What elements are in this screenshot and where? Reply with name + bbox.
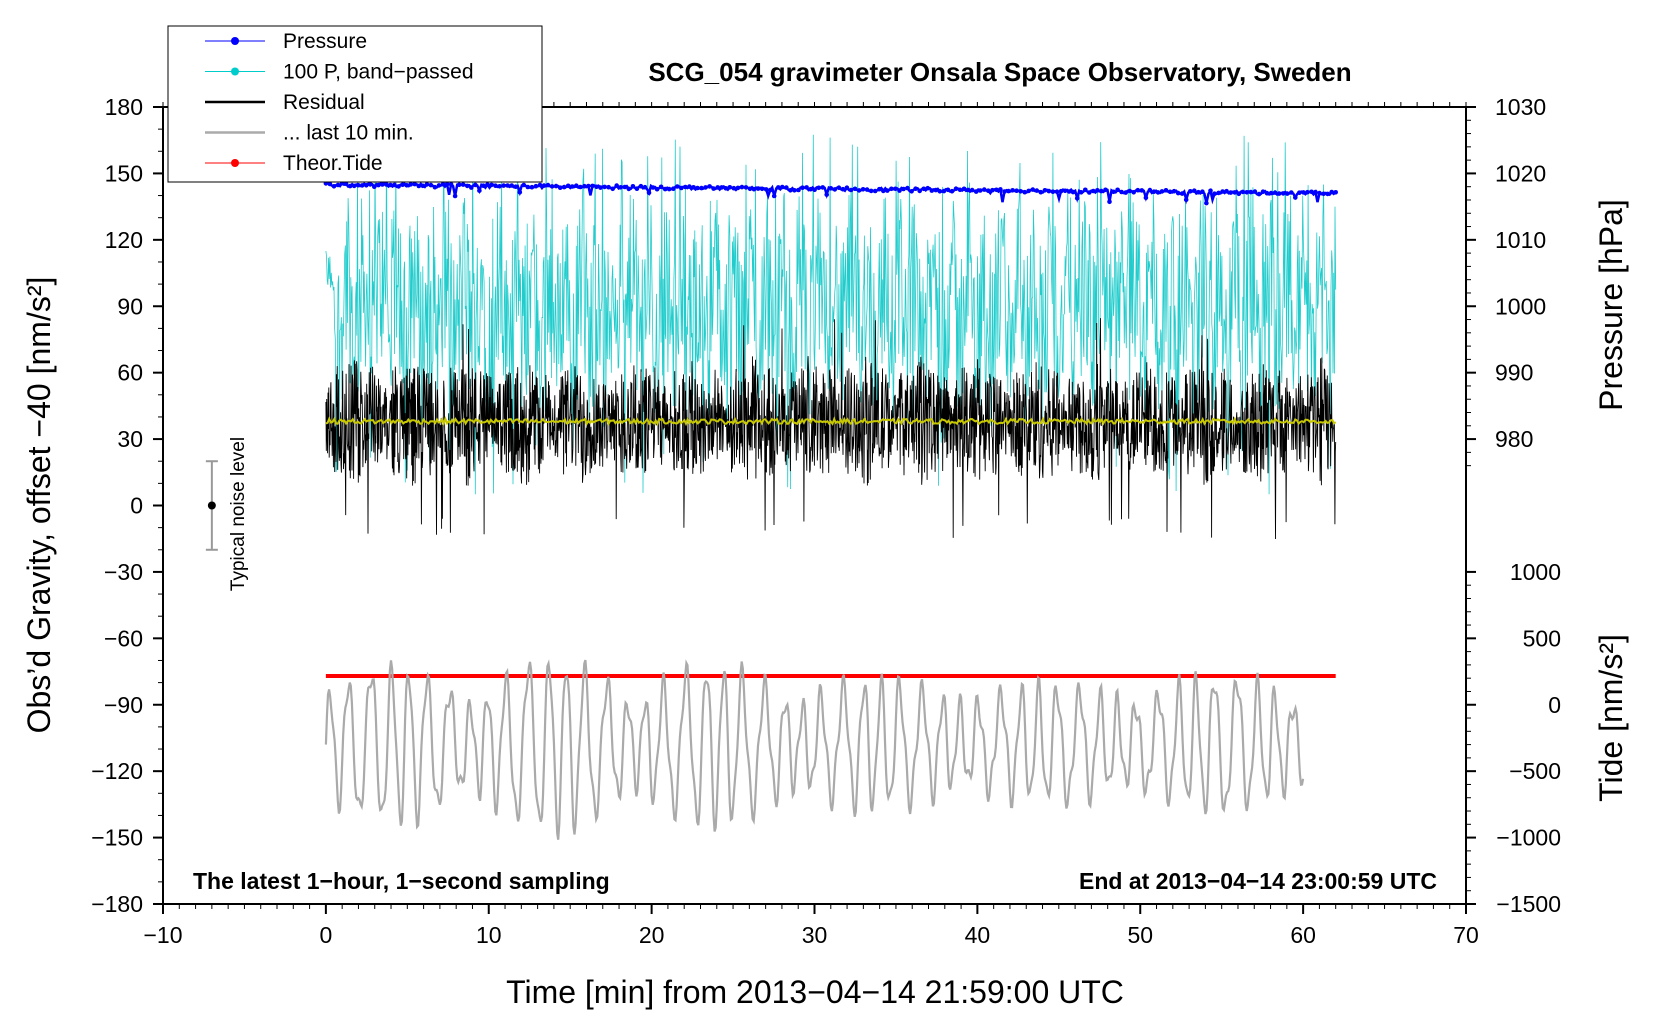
pressure-tick-label: 990 [1495,360,1533,386]
noise-bar-label: Typical noise level [228,437,249,591]
y-tick-label: 120 [105,227,143,253]
series-residual-line [325,318,1337,540]
noise-bar-center-point [207,501,216,510]
legend-marker [231,159,239,167]
chart-title: SCG_054 gravimeter Onsala Space Observat… [648,57,1351,87]
legend-label: Residual [283,91,365,114]
tide-tick-label: 500 [1523,625,1561,651]
x-tick-label: 50 [1127,922,1153,948]
y-axis-title-left: Obs’d Gravity, offset −40 [nm/s²] [21,277,57,734]
pressure-tick-label: 1030 [1495,94,1546,120]
series-residual-smoothed-line [325,416,1337,427]
x-tick-label: −10 [143,922,182,948]
legend: Pressure 100 P, band−passed Residual ... la… [167,25,543,183]
x-tick-label: 40 [965,922,991,948]
series-last-10-min-line [324,659,1305,840]
y-axis-title-pressure: Pressure [hPa] [1593,199,1629,411]
legend-label: Pressure [283,30,367,53]
pressure-tick-label: 1000 [1495,293,1546,319]
tide-tick-label: −1000 [1496,825,1561,851]
tide-tick-label: −500 [1509,758,1561,784]
x-tick-label: 70 [1453,922,1479,948]
x-tick-label: 20 [639,922,665,948]
x-tick-label: 0 [319,922,332,948]
tick-layer: −10 0 10 20 30 40 50 60 701801501209060300−30−60… [91,94,1561,948]
y-tick-label: 0 [130,493,143,519]
legend-label: 100 P, band−passed [283,61,474,84]
legend-box [167,25,543,183]
legend-marker [231,37,239,45]
annotation-end-time: End at 2013−04−14 23:00:59 UTC [1079,868,1437,894]
annotation-sampling: The latest 1−hour, 1−second sampling [193,868,610,894]
tide-tick-label: −1500 [1496,891,1561,917]
y-tick-label: 180 [105,94,143,120]
tide-tick-label: 1000 [1510,559,1561,585]
noise-bar: Typical noise level [205,437,249,591]
y-tick-label: 150 [105,160,143,186]
pressure-tick-label: 1020 [1495,160,1546,186]
x-tick-label: 30 [802,922,828,948]
y-tick-label: −60 [104,625,143,651]
y-tick-label: −90 [104,692,143,718]
x-tick-label: 60 [1290,922,1316,948]
legend-label: Theor.Tide [283,152,383,175]
pressure-tick-label: 1010 [1495,227,1546,253]
data-layer [323,134,1338,840]
y-tick-label: 60 [117,360,143,386]
legend-label: ... last 10 min. [283,122,414,145]
y-tick-label: −150 [91,825,143,851]
y-tick-label: 90 [117,293,143,319]
x-axis-title: Time [min] from 2013−04−14 21:59:00 UTC [506,974,1124,1010]
y-tick-label: −180 [91,891,143,917]
y-tick-label: −120 [91,758,143,784]
y-tick-label: −30 [104,559,143,585]
series-pressure-line [325,181,1337,205]
y-axis-title-tide: Tide [nm/s²] [1593,634,1629,802]
legend-marker [231,67,239,76]
y-tick-label: 30 [117,426,143,452]
pressure-tick-label: 980 [1495,426,1533,452]
x-tick-label: 10 [476,922,502,948]
tide-tick-label: 0 [1548,692,1561,718]
series-bandpassed-line [325,134,1337,495]
